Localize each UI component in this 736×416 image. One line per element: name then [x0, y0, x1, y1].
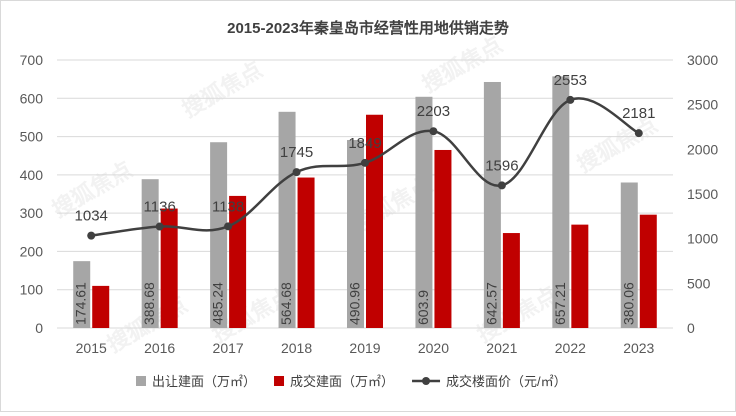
line-point [361, 158, 369, 167]
x-tick-label: 2020 [418, 340, 449, 356]
x-tick-label: 2022 [555, 340, 586, 356]
y-tick-label: 400 [20, 167, 44, 183]
line-data-label: 2553 [554, 72, 587, 89]
y-tick-label: 200 [20, 243, 44, 259]
bar [552, 76, 570, 329]
bar [639, 214, 657, 328]
legend-label: 成交建面（万㎡） [290, 374, 394, 389]
legend-marker [422, 377, 431, 385]
y-tick-label: 500 [20, 129, 44, 145]
bar-data-label: 564.68 [278, 282, 294, 325]
watermark-text: 搜狐焦点 [178, 57, 267, 123]
legend: 出让建面（万㎡） 成交建面（万㎡） 成交楼面价（元/㎡） [136, 374, 567, 389]
x-tick-label: 2015 [76, 340, 107, 356]
bar [92, 285, 110, 328]
bar [297, 177, 315, 328]
y2-tick-label: 1500 [687, 186, 718, 202]
y-tick-label: 100 [20, 282, 44, 298]
bar [434, 149, 452, 328]
bar-series [73, 76, 657, 329]
bar [73, 261, 91, 328]
line-point [634, 129, 643, 138]
bar-data-label: 388.68 [141, 282, 157, 325]
line-point [155, 222, 164, 231]
bar [141, 179, 159, 328]
x-tick-label: 2018 [281, 340, 312, 356]
line-series [87, 95, 643, 240]
bar-data-label: 657.21 [552, 282, 568, 325]
y2-tick-label: 2000 [687, 141, 718, 157]
legend-label: 出让建面（万㎡） [152, 374, 256, 389]
bar [229, 195, 247, 328]
line-point [224, 222, 233, 231]
x-tick-label: 2016 [144, 340, 175, 356]
x-tick-label: 2017 [213, 340, 244, 356]
bar [502, 233, 520, 328]
legend-swatch [136, 376, 146, 386]
axes: 0 100 200 300 400 500 600 700 0 500 1000 1500 2000 25… [20, 52, 719, 356]
line-point [497, 181, 506, 190]
y-tick-label: 300 [20, 205, 44, 221]
line-point [292, 168, 301, 177]
y2-tick-label: 1000 [687, 231, 718, 247]
line-data-label: 1138 [212, 198, 244, 215]
y-tick-label: 600 [20, 90, 44, 106]
bar [210, 142, 228, 328]
y2-tick-label: 3000 [687, 52, 718, 68]
gridlines [57, 59, 673, 329]
legend-label: 成交楼面价（元/㎡） [446, 374, 567, 389]
y2-tick-label: 0 [687, 320, 695, 336]
legend-swatch [274, 376, 285, 386]
bar-data-label: 642.57 [483, 282, 499, 325]
y2-tick-label: 500 [687, 275, 711, 291]
bar-data-label: 174.61 [73, 282, 89, 325]
price-line [91, 97, 640, 237]
data-labels: 174.61 388.68 485.24 564.68 490.96 603.9 642.5… [73, 72, 656, 325]
bar [620, 182, 638, 328]
line-point [566, 95, 575, 104]
bar [160, 208, 178, 328]
x-tick-label: 2021 [486, 340, 517, 356]
line-data-label: 1034 [75, 208, 108, 225]
line-data-label: 1136 [144, 199, 176, 216]
line-data-label: 2181 [622, 105, 655, 122]
x-tick-label: 2023 [623, 340, 654, 356]
line-point [429, 127, 438, 136]
chart-title: 2015-2023年秦皇岛市经营性用地供销走势 [227, 19, 509, 37]
bar [278, 111, 296, 328]
bar [366, 114, 383, 329]
bar [415, 96, 433, 328]
x-tick-label: 2019 [349, 340, 380, 356]
y2-tick-label: 2500 [687, 97, 718, 113]
line-data-label: 2203 [417, 103, 450, 120]
bar [347, 140, 364, 328]
line-data-label: 1596 [485, 157, 518, 174]
bar-data-label: 490.96 [347, 282, 363, 325]
bar-data-label: 485.24 [210, 282, 226, 325]
y-tick-label: 0 [35, 320, 43, 336]
line-data-label: 1849 [348, 135, 381, 152]
line-data-label: 1745 [280, 144, 313, 161]
bar [483, 81, 501, 328]
line-point [87, 231, 96, 240]
bar-data-label: 603.9 [415, 290, 431, 325]
y-tick-label: 700 [20, 52, 44, 68]
bar-data-label: 380.06 [620, 282, 636, 325]
bar [571, 224, 589, 328]
